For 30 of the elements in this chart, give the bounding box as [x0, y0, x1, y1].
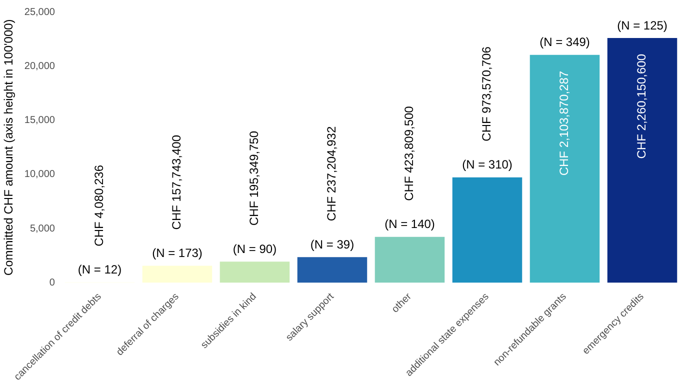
data-label: CHF 423,809,500	[402, 106, 416, 201]
bar	[530, 54, 600, 283]
y-tick-label: 20,000	[24, 60, 56, 72]
annotation: (N = 12)	[78, 262, 122, 277]
bar	[220, 262, 290, 283]
annotation: (N = 90)	[232, 242, 277, 256]
data-label: CHF 2,103,870,287	[557, 70, 572, 176]
y-tick-label: 5,000	[30, 223, 56, 234]
y-tick-label: 0	[49, 278, 56, 289]
data-label: CHF 157,743,400	[170, 134, 184, 230]
annotation: (N = 349)	[540, 35, 590, 50]
data-label: CHF 973,570,706	[480, 46, 494, 142]
y-tick-label: 15,000	[24, 115, 56, 126]
data-label: CHF 195,349,750	[247, 130, 262, 226]
y-tick-label: 25,000	[24, 6, 56, 18]
bar	[297, 257, 368, 283]
bar	[452, 177, 522, 283]
bar	[142, 266, 212, 283]
annotation: (N = 140)	[384, 217, 435, 232]
data-label: CHF 237,204,932	[324, 126, 339, 222]
bar	[607, 38, 678, 283]
annotation: (N = 125)	[617, 18, 668, 32]
annotation: (N = 173)	[152, 246, 202, 260]
data-label: CHF 4,080,236	[92, 164, 106, 246]
y-tick-label: 10,000	[24, 169, 56, 180]
annotation: (N = 310)	[462, 158, 512, 172]
data-label: CHF 2,260,150,600	[634, 54, 649, 159]
annotation: (N = 39)	[310, 237, 354, 252]
y-axis-title: Committed CHF amount (axis height in 100'000)	[2, 19, 16, 276]
bar	[374, 236, 445, 283]
